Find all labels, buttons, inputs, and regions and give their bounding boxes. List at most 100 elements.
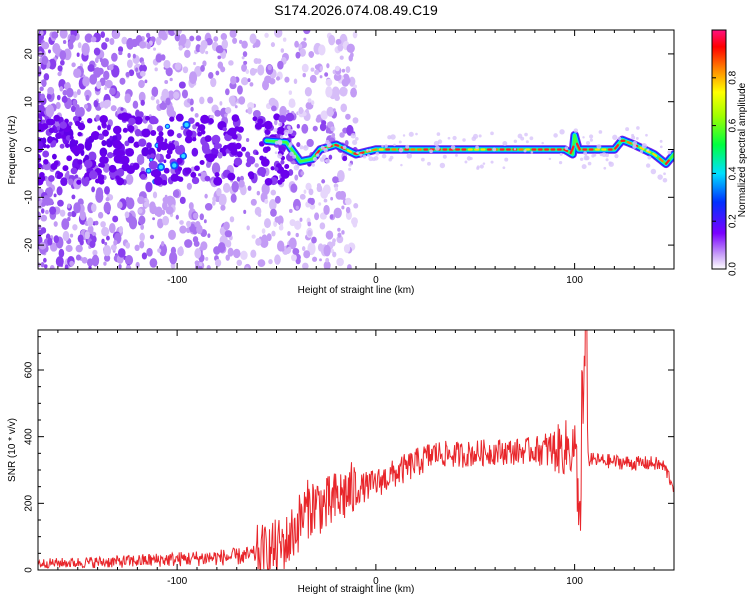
spectrogram-halo-dot [504, 157, 509, 162]
spectrogram-core [150, 158, 153, 162]
spectrogram-noise-blob [91, 254, 100, 267]
spectrogram-noise-blob [146, 247, 153, 257]
spectrogram-halo-dot [429, 149, 433, 154]
spectrogram-noise-blob [84, 33, 93, 43]
spectrogram-noise-blob [326, 106, 335, 117]
spectrogram-core [146, 169, 151, 173]
spectrogram-halo-dot [667, 150, 672, 155]
spectrogram-noise-blob [255, 237, 262, 246]
spectrogram-y-tick-label: 10 [24, 96, 35, 108]
spectrogram-noise-blob [267, 64, 272, 71]
spectrogram-noise-blob [76, 52, 80, 57]
spectrogram-halo-dot [415, 132, 418, 136]
spectrogram-noise-blob [227, 247, 234, 257]
colorbar-tick-label: 0.8 [728, 70, 739, 84]
spectrogram-halo-dot [288, 142, 293, 146]
spectrogram-noise-blob [120, 107, 124, 111]
spectrogram-noise-blob [70, 105, 76, 113]
spectrogram-noise-blob [124, 140, 130, 147]
spectrogram-halo-dot [541, 141, 544, 145]
spectrogram-halo-dot [645, 163, 651, 168]
spectrogram-noise-blob [336, 235, 344, 244]
spectrogram-noise-blob [82, 76, 90, 87]
spectrogram-noise-blob [241, 64, 248, 72]
spectrogram-noise-blob [119, 77, 126, 85]
spectrogram-noise-blob [198, 265, 203, 269]
spectrogram-halo-dot [322, 154, 327, 159]
spectrogram-noise-blob [66, 170, 70, 175]
spectrogram-halo-dot [513, 139, 518, 144]
spectrogram-noise-blob [307, 98, 312, 103]
spectrogram-noise-blob [95, 187, 104, 199]
spectrogram-noise-blob [87, 64, 95, 72]
spectrogram-strong-blob [50, 141, 56, 148]
spectrogram-noise-blob [353, 84, 357, 89]
spectrogram-noise-blob [127, 136, 135, 144]
spectrogram-noise-blob [301, 123, 309, 134]
spectrogram-noise-blob [163, 59, 171, 69]
spectrogram-noise-blob [67, 40, 73, 48]
spectrogram-halo-dot [659, 145, 663, 149]
spectrogram-noise-blob [85, 94, 90, 102]
spectrogram-noise-blob [345, 66, 351, 74]
spectrogram-noise-blob [97, 125, 102, 131]
spectrogram-halo-dot [476, 165, 480, 169]
spectrogram-halo-dot [605, 153, 609, 158]
spectrogram-noise-blob [87, 225, 94, 234]
spectrogram-noise-blob [284, 76, 290, 83]
spectrogram-halo-dot [398, 140, 402, 144]
spectrogram-noise-blob [232, 37, 238, 44]
spectrogram-noise-blob [296, 123, 300, 129]
spectrogram-strong-blob [113, 148, 121, 156]
spectrogram-noise-blob [62, 89, 68, 96]
spectrogram-noise-blob [224, 113, 228, 118]
spectrogram-noise-blob [91, 203, 97, 213]
spectrogram-strong-blob [89, 170, 97, 177]
spectrogram-strong-blob [200, 114, 210, 124]
spectrogram-noise-blob [124, 211, 130, 219]
spectrogram-strong-blob [176, 157, 183, 165]
spectrogram-noise-blob [321, 120, 327, 126]
spectrogram-noise-blob [109, 37, 115, 45]
spectrogram-halo-dot [582, 136, 585, 139]
colorbar-ticks: 0.0 0.2 0.4 0.6 0.8 [712, 70, 739, 276]
spectrogram-noise-blob [239, 175, 244, 182]
spectrogram-noise-blob [261, 183, 270, 196]
spectrogram-noise-blob [103, 261, 107, 266]
spectrogram-noise-blob [257, 64, 265, 76]
spectrogram-x-label: Height of straight line (km) [298, 285, 415, 296]
spectrogram-strong-blob [213, 176, 223, 186]
spectrogram-strong-blob [249, 174, 255, 180]
spectrogram-halo-dot [529, 136, 534, 141]
spectrogram-y-tick-label: -10 [24, 190, 35, 205]
spectrogram-halo-dot [455, 153, 458, 157]
spectrogram-y-ticks: -20 -10 0 10 20 [24, 34, 674, 265]
spectrogram-noise-blob [60, 59, 65, 66]
spectrogram-halo-dot [325, 158, 331, 164]
spectrogram-noise-blob [217, 151, 223, 159]
spectrogram-strong-blob [106, 151, 114, 159]
spectrogram-noise-blob [268, 259, 273, 265]
spectrogram-halo-dot [299, 145, 304, 150]
colorbar-gradient [712, 30, 726, 269]
spectrogram-noise-blob [141, 61, 145, 66]
spectrogram-noise-blob [333, 73, 342, 81]
spectrogram-noise-blob [319, 258, 322, 262]
spectrogram-noise-blob [293, 220, 302, 230]
spectrogram-noise-blob [157, 218, 162, 224]
spectrogram-strong-blob [278, 115, 287, 124]
spectrogram-noise-blob [319, 75, 323, 79]
spectrogram-noise-blob [175, 214, 179, 220]
spectrogram-halo-dot [283, 129, 290, 135]
spectrogram-halo-dot [447, 136, 451, 140]
spectrogram-noise-blob [125, 265, 132, 269]
spectrogram-noise-blob [317, 243, 324, 252]
spectrogram-strong-blob [141, 128, 151, 138]
spectrogram-noise-blob [117, 46, 124, 53]
spectrogram-core [158, 164, 164, 170]
spectrogram-noise-blob [261, 228, 266, 234]
spectrogram-noise-blob [337, 232, 342, 238]
spectrogram-noise-blob [245, 266, 249, 269]
spectrogram-strong-blob [41, 123, 49, 130]
spectrogram-halo-dot [439, 162, 446, 169]
